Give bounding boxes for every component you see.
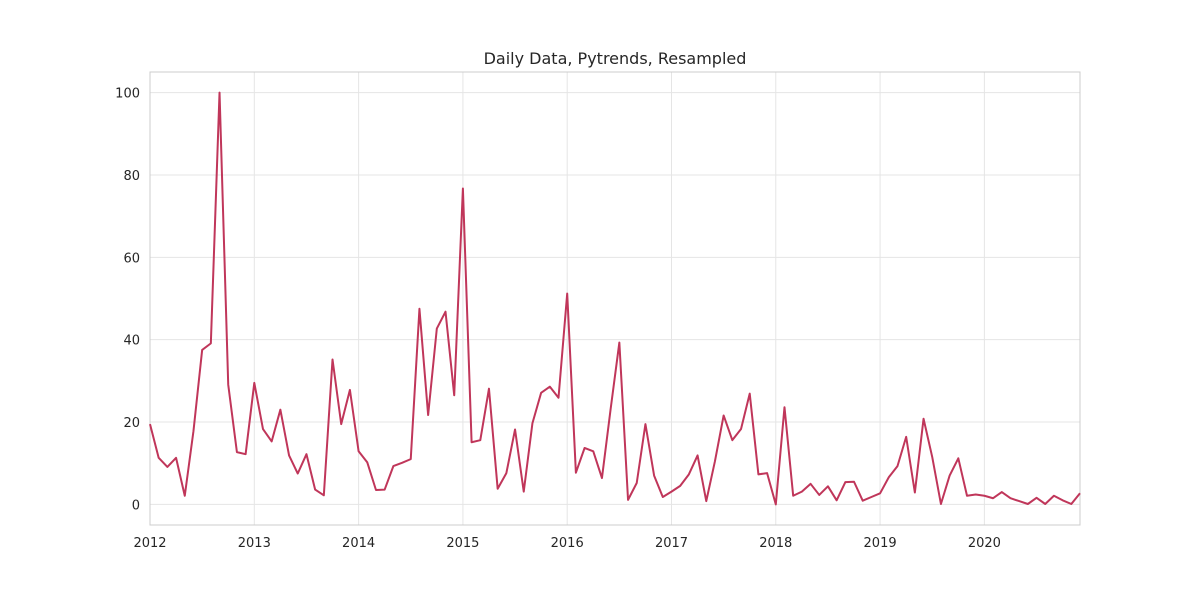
series-line <box>149 91 1081 506</box>
y-tick-label: 40 <box>123 334 140 349</box>
x-tick-label: 2018 <box>759 536 792 551</box>
chart-title: Daily Data, Pytrends, Resampled <box>484 49 747 68</box>
x-tick-label: 2015 <box>446 536 479 551</box>
x-tick-label: 2013 <box>238 536 271 551</box>
series-layer <box>149 91 1081 506</box>
x-tick-label: 2020 <box>968 536 1001 551</box>
x-tick-label: 2014 <box>342 536 375 551</box>
x-tick-label: 2016 <box>551 536 584 551</box>
y-tick-label: 0 <box>132 498 140 513</box>
x-tick-label: 2019 <box>864 536 897 551</box>
plot-frame <box>149 71 1081 526</box>
y-axis-ticks: 0 20 40 60 80 100 <box>115 87 140 514</box>
y-tick-label: 20 <box>123 416 140 431</box>
y-tick-label: 100 <box>115 87 140 102</box>
y-tick-label: 60 <box>123 251 140 266</box>
x-tick-label: 2012 <box>133 536 166 551</box>
grid-lines <box>149 72 1080 525</box>
y-tick-label: 80 <box>123 169 140 184</box>
x-tick-label: 2017 <box>655 536 688 551</box>
x-axis-ticks: 2012 2013 2014 2015 2016 2017 2018 2019 2020 <box>133 536 1000 551</box>
